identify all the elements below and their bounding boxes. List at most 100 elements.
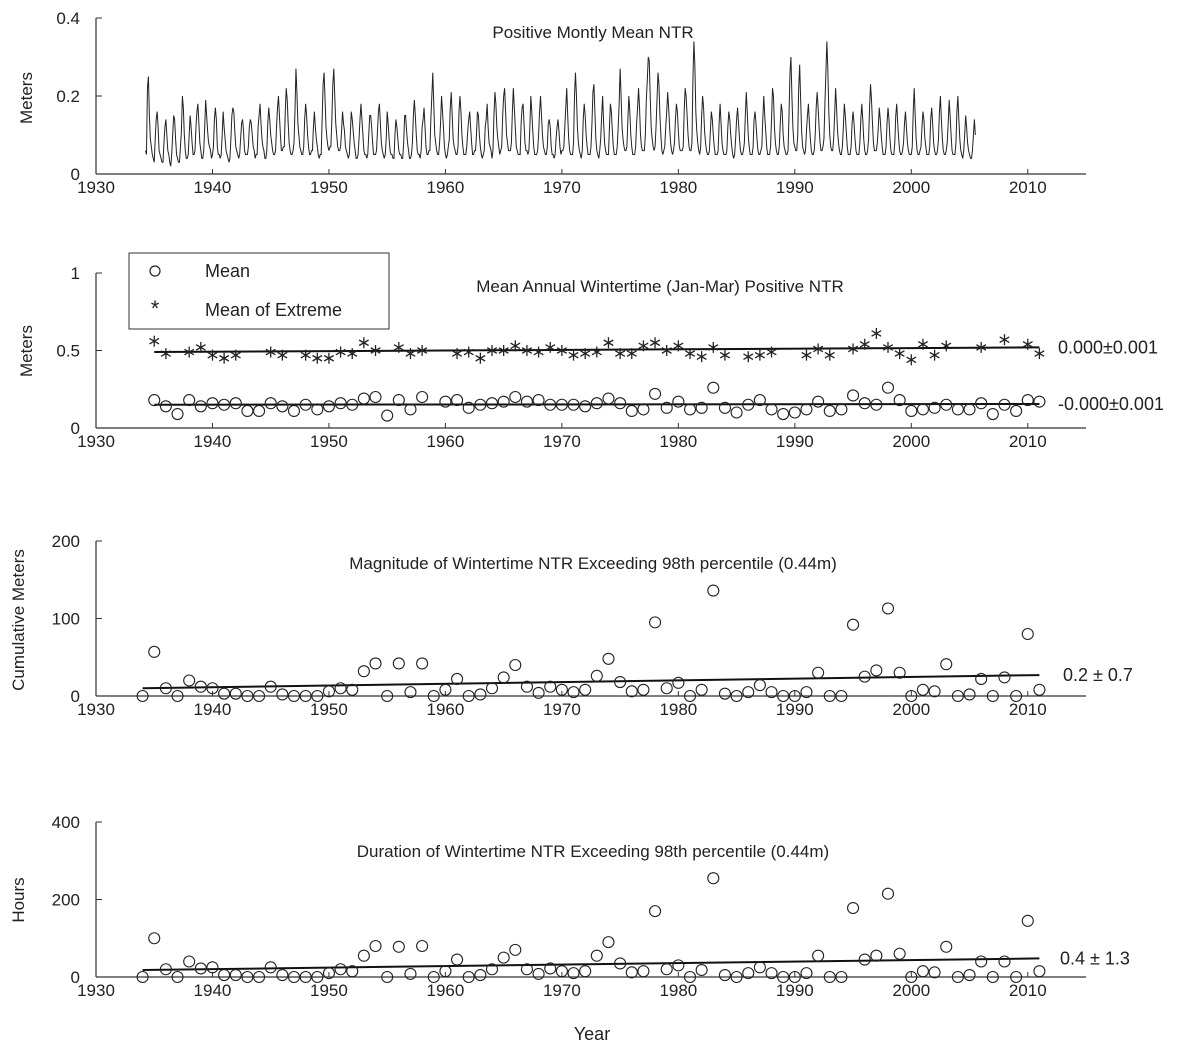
asterisk-point <box>451 348 463 360</box>
circle-point <box>788 689 801 703</box>
circle-point <box>183 394 196 407</box>
asterisk-stroke <box>568 351 579 359</box>
x-tick-label: 1940 <box>194 981 232 1000</box>
asterisk-point <box>219 352 230 364</box>
circle-point <box>299 689 312 703</box>
circle-point <box>544 680 557 693</box>
asterisk-point <box>417 345 428 356</box>
circle-point <box>928 401 941 414</box>
asterisk-stroke <box>219 354 230 362</box>
asterisk-point <box>347 348 358 360</box>
y-tick-label: 0 <box>71 419 80 438</box>
panel-4-title: Duration of Wintertime NTR Exceeding 98t… <box>357 842 829 861</box>
asterisk-point <box>906 354 917 366</box>
panel-4-plot: 0.4 ± 1.3 <box>136 872 1130 984</box>
circle-point <box>567 398 580 411</box>
circle-point <box>986 970 999 984</box>
asterisk-point <box>813 343 824 355</box>
circle-point <box>381 409 394 422</box>
circle-point <box>614 675 627 689</box>
circle-point <box>159 682 172 695</box>
trend-label: 0.000±0.001 <box>1058 337 1158 357</box>
circle-point <box>509 390 522 404</box>
y-tick-label: 0 <box>71 687 80 706</box>
trend-label: 0.4 ± 1.3 <box>1060 948 1130 968</box>
asterisk-stroke <box>393 344 404 351</box>
circle-point <box>590 949 603 962</box>
circle-point <box>916 965 929 978</box>
x-tick-label: 1980 <box>659 981 697 1000</box>
panel-3-plot: 0.2 ± 0.7 <box>136 584 1133 703</box>
asterisk-stroke <box>684 350 696 357</box>
x-tick-label: 1970 <box>543 700 581 719</box>
x-tick-label: 1930 <box>77 700 115 719</box>
asterisk-stroke <box>941 342 952 350</box>
circle-point <box>614 397 627 410</box>
x-tick-label: 1990 <box>776 981 814 1000</box>
circle-point <box>229 397 242 410</box>
asterisk-stroke <box>475 354 486 362</box>
circle-point <box>986 689 999 703</box>
asterisk-point <box>661 345 672 356</box>
panel-4-ylabel: Hours <box>9 877 28 922</box>
circle-point <box>695 963 708 977</box>
circle-point <box>299 398 312 411</box>
y-tick-label: 400 <box>52 813 80 832</box>
circle-point <box>322 400 335 413</box>
x-tick-label: 1980 <box>659 178 697 197</box>
circle-point <box>194 400 207 413</box>
asterisk-stroke <box>265 348 276 356</box>
asterisk-point <box>358 337 369 349</box>
circle-point <box>718 969 731 982</box>
asterisk-stroke <box>871 330 882 337</box>
circle-point <box>357 665 370 678</box>
circle-point <box>812 949 825 962</box>
asterisk-point <box>766 346 777 358</box>
circle-point <box>485 963 499 976</box>
y-tick-label: 200 <box>52 891 80 910</box>
asterisk-point <box>626 348 637 360</box>
circle-point <box>1033 683 1046 696</box>
circle-point <box>765 403 778 416</box>
circle-point <box>951 970 964 984</box>
circle-point <box>916 683 929 696</box>
circle-point <box>893 394 906 407</box>
circle-point <box>439 965 452 978</box>
asterisk-point <box>498 345 509 356</box>
circle-point <box>847 618 860 631</box>
y-tick-label: 0.2 <box>56 87 80 106</box>
circle-point <box>544 962 557 975</box>
circle-point <box>986 407 999 421</box>
asterisk-stroke <box>615 350 626 357</box>
x-tick-label: 2000 <box>892 432 930 451</box>
circle-point <box>683 970 697 984</box>
circle-point <box>148 932 161 945</box>
panel-1: Positive Montly Mean NTR Meters 1930 1940… <box>17 9 1086 197</box>
circle-point <box>311 403 324 416</box>
circle-point <box>241 404 254 418</box>
asterisk-stroke <box>696 353 707 361</box>
asterisk-point <box>533 346 544 358</box>
x-tick-label: 1950 <box>310 432 348 451</box>
asterisk-point <box>999 334 1010 346</box>
circle-point <box>590 669 603 682</box>
x-tick-label: 2010 <box>1009 981 1047 1000</box>
circle-point <box>183 674 196 687</box>
asterisk-stroke <box>510 342 521 350</box>
x-tick-label: 1940 <box>194 700 232 719</box>
circle-point <box>206 682 219 695</box>
circle-point <box>462 970 475 984</box>
asterisk-point <box>673 340 684 352</box>
asterisk-stroke <box>1022 340 1033 348</box>
circle-point <box>159 963 172 976</box>
circle-point <box>940 658 953 671</box>
circle-point <box>928 685 941 698</box>
circle-point <box>497 951 510 964</box>
circle-point <box>602 652 615 665</box>
circle-point <box>206 397 219 410</box>
circle-point <box>660 401 673 414</box>
circle-point <box>742 398 755 411</box>
circle-point <box>485 397 499 410</box>
